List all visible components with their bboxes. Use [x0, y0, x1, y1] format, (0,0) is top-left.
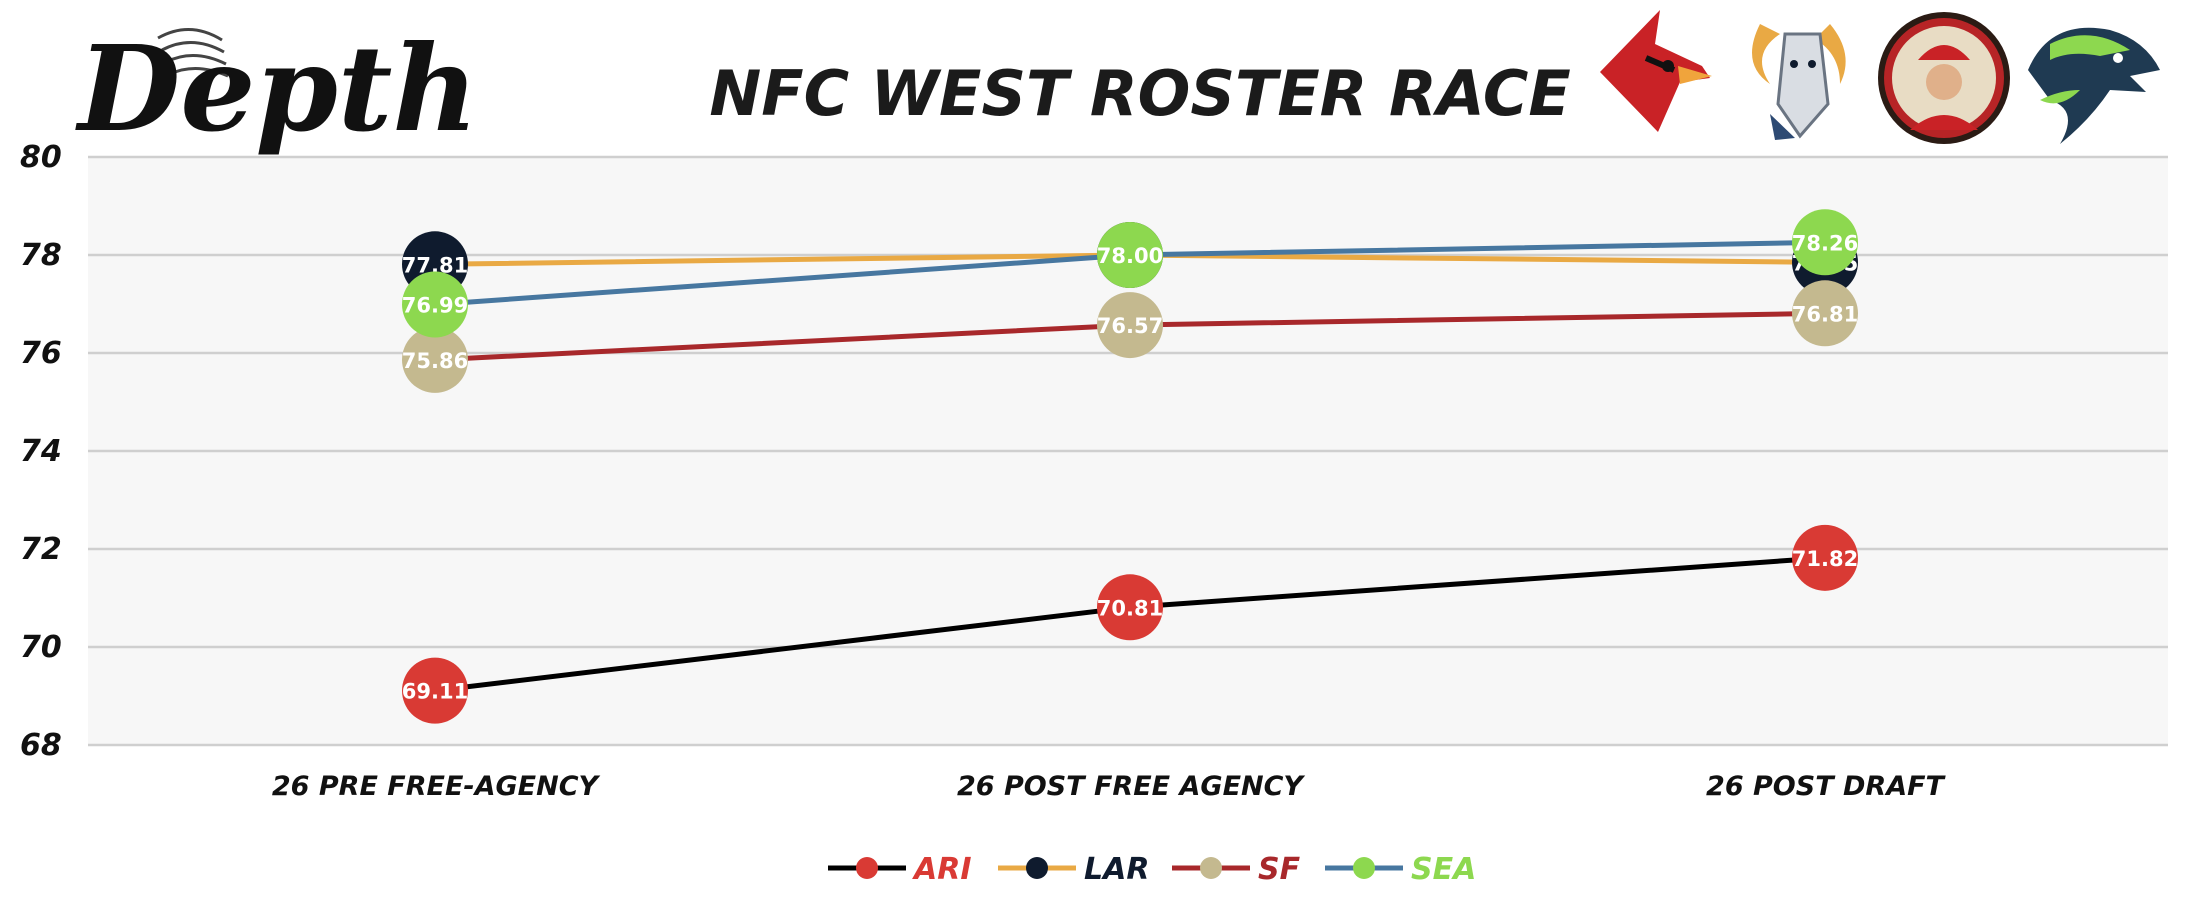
cardinal-logo-icon: [1600, 10, 1712, 132]
x-category-label: 26 POST FREE AGENCY: [957, 771, 1305, 802]
data-label-sf: 76.81: [1792, 302, 1858, 326]
data-point-ari: [402, 657, 468, 724]
data-point-sf: [1792, 280, 1858, 347]
legend-label-sf: SF: [1258, 852, 1301, 887]
data-point-sea: [1792, 209, 1858, 276]
y-tick-label: 78: [20, 238, 62, 273]
x-category-label: 26 PRE FREE-AGENCY: [272, 771, 601, 802]
x-category-label: 26 POST DRAFT: [1706, 771, 1947, 802]
data-label-ari: 69.11: [402, 680, 468, 704]
data-label-sea: 76.99: [402, 293, 468, 317]
legend-marker-ari: [856, 857, 878, 879]
data-label-sf: 76.57: [1097, 314, 1163, 338]
y-tick-label: 80: [20, 140, 62, 175]
baseball-stitch-icon: [157, 28, 229, 78]
x-axis-categories: 26 PRE FREE-AGENCY 26 POST FREE AGENCY 26 …: [272, 771, 1947, 802]
data-point-sf: [1097, 292, 1163, 359]
series-markers: 69.1170.8171.8277.8178.0077.8575.8676.57…: [402, 209, 1858, 724]
data-point-sea: [1097, 222, 1163, 288]
legend-marker-sf: [1200, 857, 1222, 879]
legend-marker-sea: [1353, 857, 1375, 879]
data-label-ari: 70.81: [1097, 596, 1163, 620]
data-label-sea: 78.26: [1792, 231, 1858, 255]
seahawk-logo-icon: [2028, 27, 2160, 144]
legend-marker-lar: [1026, 857, 1048, 879]
legend-label-sea: SEA: [1411, 852, 1476, 887]
legend-label-ari: ARI: [912, 852, 971, 887]
y-tick-label: 70: [20, 630, 62, 665]
chart-title: NFC WEST ROSTER RACE: [709, 57, 1570, 130]
team-logos: [1600, 10, 2160, 144]
y-tick-label: 68: [20, 728, 62, 763]
data-label-ari: 71.82: [1792, 547, 1858, 571]
y-tick-label: 74: [20, 434, 62, 469]
ram-logo-icon: [1752, 24, 1846, 140]
data-point-ari: [1792, 524, 1858, 591]
legend-label-lar: LAR: [1084, 852, 1149, 887]
data-label-sf: 75.86: [402, 349, 468, 373]
data-point-ari: [1097, 574, 1163, 641]
y-axis-ticks: 68 70 72 74 76 78 80: [20, 140, 62, 763]
y-tick-label: 72: [20, 532, 62, 567]
data-label-sea: 78.00: [1097, 244, 1163, 268]
miner-logo-icon: [1878, 12, 2010, 144]
brand-name: Depth: [75, 19, 478, 158]
data-point-sea: [402, 271, 468, 338]
brand-logo: Depth: [75, 19, 478, 158]
legend: ARI LAR SF SEA: [828, 852, 1476, 887]
data-point-sf: [402, 326, 468, 393]
y-tick-label: 76: [20, 336, 62, 371]
